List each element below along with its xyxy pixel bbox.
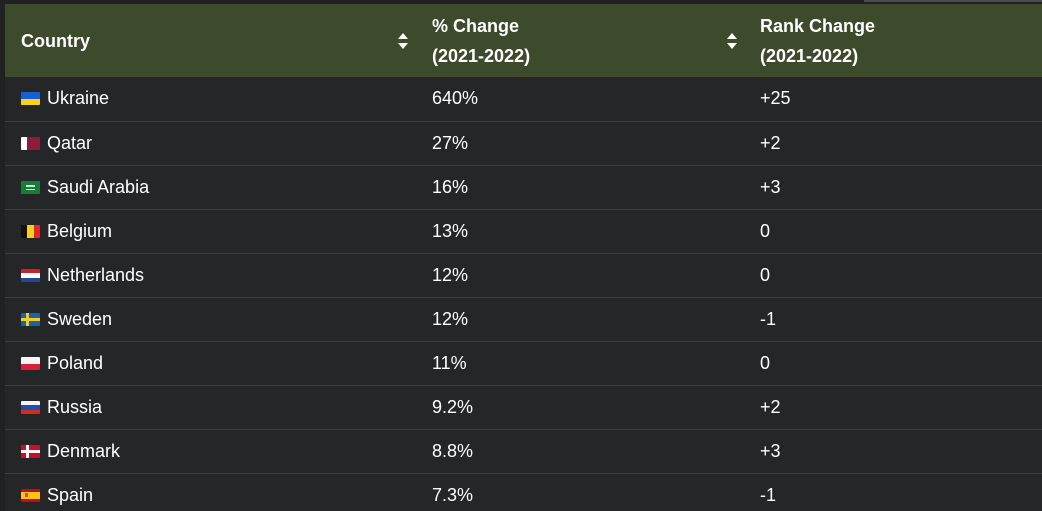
country-cell: Netherlands <box>5 253 416 297</box>
country-cell: Sweden <box>5 297 416 341</box>
saudi-arabia-flag-icon <box>21 180 40 194</box>
country-name: Belgium <box>47 220 113 241</box>
rank-cell: 0 <box>760 264 771 285</box>
country-name: Sweden <box>47 308 113 329</box>
table-row: Netherlands 12% 0 <box>5 253 1042 297</box>
country-cell: Saudi Arabia <box>5 165 416 209</box>
change-cell: 8.8% <box>432 440 474 461</box>
table-row: Ukraine 640% +25 <box>5 77 1042 121</box>
change-cell: 12% <box>432 308 469 329</box>
rank-cell: 0 <box>760 352 771 373</box>
country-cell: Qatar <box>5 121 416 165</box>
country-change-table: Country % Change (2021-2022) <box>5 4 1042 511</box>
qatar-flag-icon <box>21 136 40 150</box>
table-row: Spain 7.3% -1 <box>5 473 1042 511</box>
poland-flag-icon <box>21 356 40 370</box>
header-row: Country % Change (2021-2022) <box>5 4 1042 77</box>
change-header-label: % Change <box>432 15 520 36</box>
table-row: Sweden 12% -1 <box>5 297 1042 341</box>
rank-cell: +2 <box>760 396 781 417</box>
change-cell: 7.3% <box>432 484 474 505</box>
table-row: Denmark 8.8% +3 <box>5 429 1042 473</box>
rank-cell: +3 <box>760 440 781 461</box>
sweden-flag-icon <box>21 312 40 326</box>
rank-cell: -1 <box>760 308 777 329</box>
rank-column-header: Rank Change (2021-2022) <box>744 4 1042 77</box>
ukraine-flag-icon <box>21 92 40 106</box>
table-row: Belgium 13% 0 <box>5 209 1042 253</box>
country-name: Russia <box>47 396 103 417</box>
rank-cell: +25 <box>760 88 791 109</box>
table-header: Country % Change (2021-2022) <box>5 4 1042 77</box>
rank-cell: +2 <box>760 132 781 153</box>
rank-cell: 0 <box>760 220 771 241</box>
netherlands-flag-icon <box>21 268 40 282</box>
rank-cell: -1 <box>760 484 777 505</box>
change-column-header[interactable]: % Change (2021-2022) <box>416 4 744 77</box>
sort-icon[interactable] <box>397 32 409 50</box>
rank-header-label: Rank Change <box>760 15 876 36</box>
change-cell: 640% <box>432 88 479 109</box>
sort-icon[interactable] <box>726 32 738 50</box>
change-cell: 11% <box>432 352 467 373</box>
change-header-period: (2021-2022) <box>432 45 531 66</box>
country-name: Saudi Arabia <box>47 176 150 197</box>
table-body: Ukraine 640% +25 Qatar 27% +2 Saudi Ara <box>5 77 1042 511</box>
change-cell: 12% <box>432 264 469 285</box>
country-cell: Denmark <box>5 429 416 473</box>
spain-flag-icon <box>21 488 40 502</box>
table-row: Saudi Arabia 16% +3 <box>5 165 1042 209</box>
change-cell: 13% <box>432 220 469 241</box>
country-cell: Spain <box>5 473 416 511</box>
top-divider <box>864 0 1042 2</box>
country-cell: Belgium <box>5 209 416 253</box>
table-row: Poland 11% 0 <box>5 341 1042 385</box>
country-column-header[interactable]: Country <box>5 4 416 77</box>
country-name: Ukraine <box>47 88 110 109</box>
belgium-flag-icon <box>21 224 40 238</box>
table-row: Russia 9.2% +2 <box>5 385 1042 429</box>
change-cell: 9.2% <box>432 396 474 417</box>
country-name: Denmark <box>47 440 121 461</box>
rank-header-period: (2021-2022) <box>760 45 859 66</box>
country-name: Poland <box>47 352 104 373</box>
country-cell: Poland <box>5 341 416 385</box>
change-cell: 16% <box>432 176 469 197</box>
russia-flag-icon <box>21 400 40 414</box>
denmark-flag-icon <box>21 444 40 458</box>
country-cell: Russia <box>5 385 416 429</box>
rank-cell: +3 <box>760 176 781 197</box>
change-cell: 27% <box>432 132 469 153</box>
country-name: Qatar <box>47 132 93 153</box>
country-cell: Ukraine <box>5 77 416 121</box>
country-name: Spain <box>47 484 94 505</box>
country-name: Netherlands <box>47 264 145 285</box>
top-strip <box>0 0 1042 4</box>
country-header-label: Country <box>21 30 90 51</box>
table-row: Qatar 27% +2 <box>5 121 1042 165</box>
